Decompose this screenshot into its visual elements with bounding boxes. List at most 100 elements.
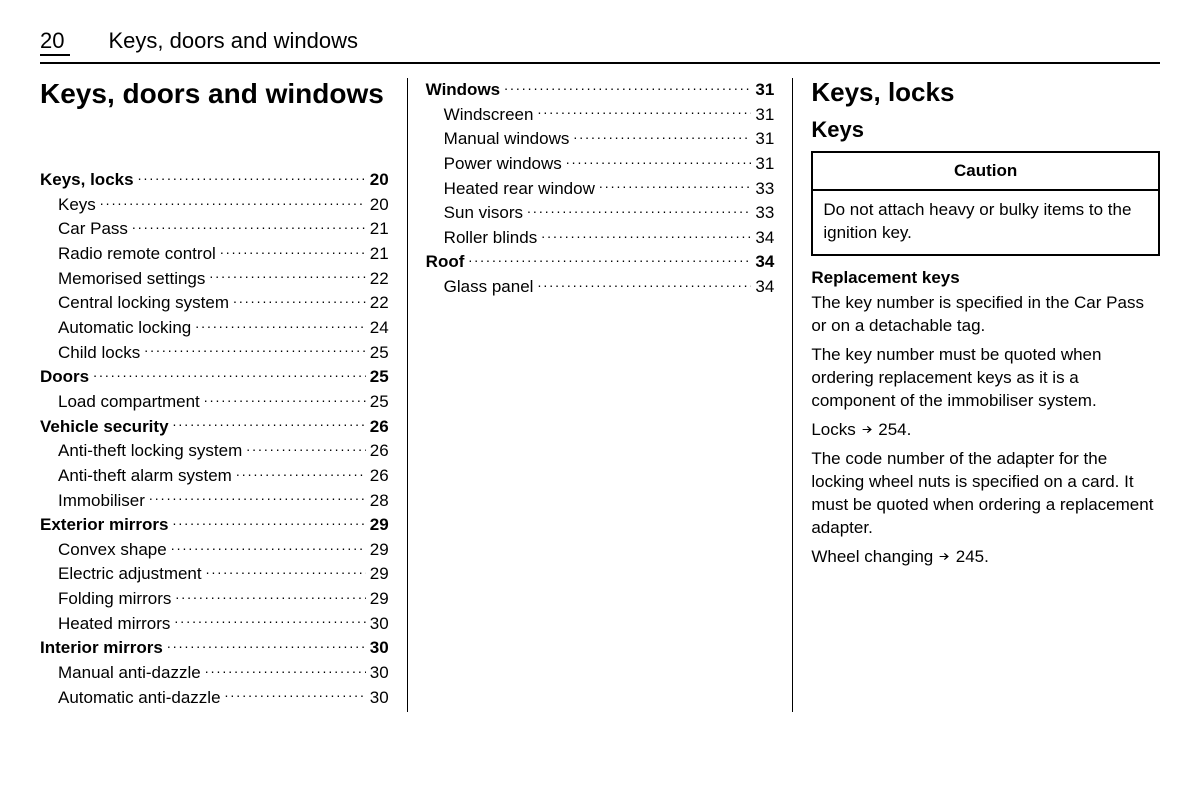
ref-page: 245.: [956, 547, 989, 566]
toc-item-row: Central locking system 22: [40, 291, 389, 316]
toc-label: Electric adjustment: [58, 562, 202, 587]
toc-label: Manual windows: [444, 127, 570, 152]
toc-page: 33: [755, 201, 774, 226]
toc-leader-dots: [541, 226, 751, 243]
toc-label: Central locking system: [58, 291, 229, 316]
sub-title-keys: Keys: [811, 117, 1160, 143]
toc-leader-dots: [175, 587, 365, 604]
toc-page: 30: [370, 661, 389, 686]
toc-page: 31: [755, 152, 774, 177]
toc-item-row: Automatic locking24: [40, 316, 389, 341]
toc-item-row: Power windows 31: [426, 152, 775, 177]
toc-label: Radio remote control: [58, 242, 216, 267]
toc-page: 30: [370, 636, 389, 661]
toc-page: 28: [370, 489, 389, 514]
toc-item-row: Manual windows 31: [426, 127, 775, 152]
toc-item-row: Electric adjustment 29: [40, 562, 389, 587]
toc-item-row: Sun visors33: [426, 201, 775, 226]
toc-page: 31: [755, 78, 774, 103]
toc-item-row: Anti-theft locking system 26: [40, 439, 389, 464]
toc-page: 29: [370, 587, 389, 612]
toc-group-row: Windows 31: [426, 78, 775, 103]
paragraph: The key number is specified in the Car P…: [811, 292, 1160, 338]
toc-leader-dots: [527, 201, 751, 218]
toc-leader-dots: [504, 78, 751, 95]
toc-page: 21: [370, 217, 389, 242]
toc-group-row: Exterior mirrors 29: [40, 513, 389, 538]
toc-page: 30: [370, 686, 389, 711]
toc-item-row: Memorised settings22: [40, 267, 389, 292]
toc-page: 26: [370, 439, 389, 464]
toc-col1: Keys, locks20Keys20Car Pass21Radio remot…: [40, 168, 389, 710]
toc-leader-dots: [174, 612, 365, 629]
toc-label: Car Pass: [58, 217, 128, 242]
running-header: 20 Keys, doors and windows: [40, 28, 1160, 64]
toc-label: Load compartment: [58, 390, 200, 415]
toc-leader-dots: [225, 686, 366, 703]
toc-page: 29: [370, 562, 389, 587]
toc-leader-dots: [93, 365, 366, 382]
toc-label: Child locks: [58, 341, 140, 366]
toc-leader-dots: [144, 341, 366, 358]
toc-leader-dots: [220, 242, 366, 259]
toc-page: 22: [370, 291, 389, 316]
toc-leader-dots: [566, 152, 752, 169]
toc-leader-dots: [204, 390, 366, 407]
toc-label: Power windows: [444, 152, 562, 177]
toc-group-row: Roof34: [426, 250, 775, 275]
toc-page: 26: [370, 415, 389, 440]
toc-leader-dots: [537, 103, 751, 120]
toc-item-row: Glass panel34: [426, 275, 775, 300]
toc-label: Windows: [426, 78, 500, 103]
toc-page: 31: [755, 103, 774, 128]
chapter-title: Keys, doors and windows: [40, 78, 389, 110]
toc-item-row: Heated mirrors30: [40, 612, 389, 637]
toc-label: Roller blinds: [444, 226, 538, 251]
toc-group-row: Doors25: [40, 365, 389, 390]
cross-ref-icon: [938, 547, 951, 570]
content-columns: Keys, doors and windows Keys, locks20Key…: [40, 78, 1160, 712]
toc-item-row: Child locks 25: [40, 341, 389, 366]
toc-leader-dots: [233, 291, 366, 308]
column-2: Windows31Windscreen31Manual windows31Pow…: [407, 78, 793, 712]
toc-leader-dots: [599, 177, 752, 194]
toc-leader-dots: [138, 168, 366, 185]
toc-leader-dots: [195, 316, 366, 333]
paragraph: The key number must be quoted when order…: [811, 344, 1160, 413]
toc-item-row: Manual anti-dazzle30: [40, 661, 389, 686]
toc-leader-dots: [100, 193, 366, 210]
page-number: 20: [40, 28, 70, 56]
toc-page: 29: [370, 513, 389, 538]
toc-page: 20: [370, 168, 389, 193]
toc-leader-dots: [132, 217, 366, 234]
toc-page: 25: [370, 341, 389, 366]
running-title: Keys, doors and windows: [108, 28, 357, 54]
toc-leader-dots: [209, 267, 365, 284]
toc-page: 25: [370, 390, 389, 415]
toc-label: Anti-theft alarm system: [58, 464, 232, 489]
toc-page: 20: [370, 193, 389, 218]
toc-leader-dots: [537, 275, 751, 292]
toc-label: Heated mirrors: [58, 612, 170, 637]
toc-leader-dots: [246, 439, 366, 456]
toc-page: 34: [755, 275, 774, 300]
replacement-keys-heading: Replacement keys: [811, 268, 1160, 288]
toc-page: 21: [370, 242, 389, 267]
caution-box: Caution Do not attach heavy or bulky ite…: [811, 151, 1160, 257]
toc-item-row: Immobiliser28: [40, 489, 389, 514]
toc-page: 24: [370, 316, 389, 341]
manual-page: 20 Keys, doors and windows Keys, doors a…: [0, 0, 1200, 802]
toc-item-row: Heated rear window33: [426, 177, 775, 202]
toc-leader-dots: [171, 538, 366, 555]
section-title: Keys, locks: [811, 78, 1160, 107]
toc-label: Windscreen: [444, 103, 534, 128]
column-3: Keys, locks Keys Caution Do not attach h…: [792, 78, 1160, 712]
toc-label: Anti-theft locking system: [58, 439, 242, 464]
toc-item-row: Radio remote control 21: [40, 242, 389, 267]
toc-page: 31: [755, 127, 774, 152]
toc-label: Exterior mirrors: [40, 513, 169, 538]
toc-item-row: Windscreen 31: [426, 103, 775, 128]
cross-ref-icon: [861, 420, 874, 443]
toc-leader-dots: [236, 464, 366, 481]
toc-item-row: Keys20: [40, 193, 389, 218]
